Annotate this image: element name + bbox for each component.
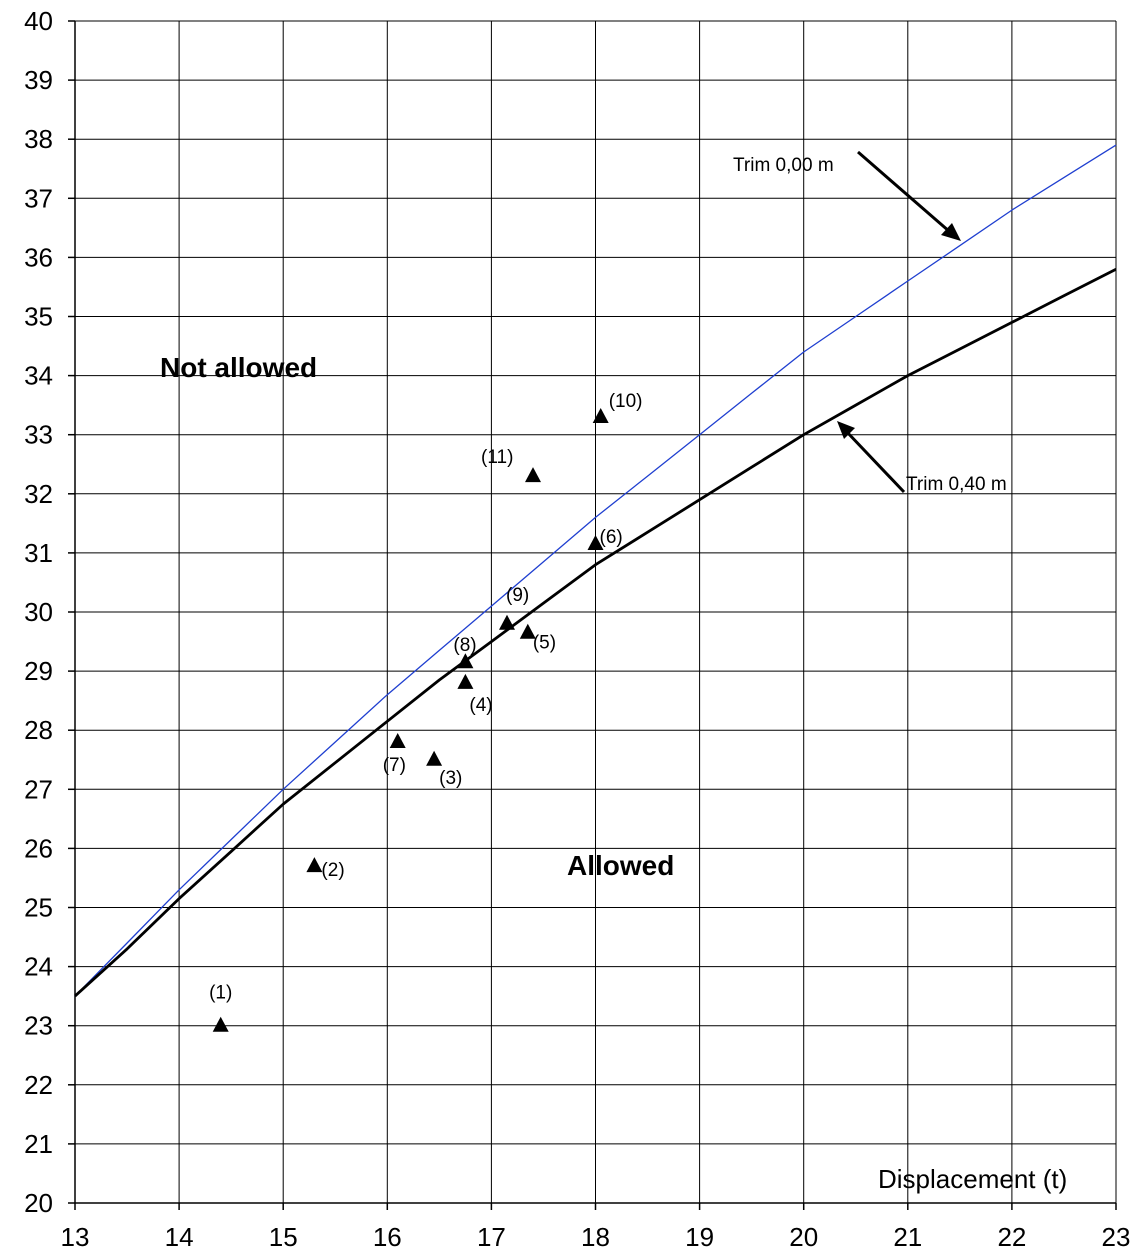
data-point-label-5: (5) — [533, 633, 556, 654]
data-point-label-11: (11) — [481, 447, 513, 468]
y-tick-label-34: 34 — [24, 361, 53, 391]
data-point-9 — [499, 614, 515, 630]
data-point-label-6: (6) — [600, 527, 623, 548]
data-point-label-9: (9) — [506, 585, 529, 606]
data-point-5 — [519, 623, 536, 639]
data-point-label-1: (1) — [209, 983, 232, 1004]
x-tick-label-20: 20 — [789, 1222, 818, 1252]
data-point-2 — [306, 857, 323, 873]
arrow-trim-000-head — [941, 223, 961, 241]
data-point-label-7: (7) — [383, 755, 406, 776]
annotation-trim-040: Trim 0,40 m — [906, 474, 1007, 495]
y-tick-label-22: 22 — [24, 1070, 53, 1100]
y-tick-label-25: 25 — [24, 893, 53, 923]
y-tick-label-32: 32 — [24, 479, 53, 509]
y-tick-label-39: 39 — [24, 65, 53, 95]
data-point-label-10: (10) — [609, 391, 643, 412]
x-tick-label-15: 15 — [269, 1222, 298, 1252]
data-points: (1) (2) (3) (4) (5) (6) (7) (8) (9) (10) (11) — [209, 391, 643, 1032]
y-tick-label-40: 40 — [24, 6, 53, 36]
data-point-11 — [525, 467, 541, 483]
x-tick-label-14: 14 — [165, 1222, 194, 1252]
x-tick-label-17: 17 — [477, 1222, 506, 1252]
y-tick-label-24: 24 — [24, 952, 53, 982]
y-tick-label-20: 20 — [24, 1188, 53, 1218]
y-tick-label-38: 38 — [24, 124, 53, 154]
series-line-trim-000 — [74, 144, 1117, 997]
arrow-trim-000-shaft — [857, 150, 951, 234]
x-tick-label-23: 23 — [1102, 1222, 1131, 1252]
arrow-trim-040-head — [837, 421, 855, 439]
y-tick-label-21: 21 — [24, 1129, 53, 1159]
x-axis-title: Displacement (t) — [878, 1164, 1067, 1194]
x-tick-label-19: 19 — [685, 1222, 714, 1252]
x-tick-label-13: 13 — [61, 1222, 90, 1252]
series-line-trim-040 — [74, 267, 1117, 998]
y-tick-label-26: 26 — [24, 833, 53, 863]
arrow-trim-040-shaft — [844, 429, 906, 494]
x-tick-label-16: 16 — [373, 1222, 402, 1252]
tick-labels: 13 14 15 16 17 18 19 20 21 22 23 20 21 22 23 24 25 26 27 28… — [24, 6, 1130, 1252]
y-tick-label-37: 37 — [24, 183, 53, 213]
y-tick-label-35: 35 — [24, 302, 53, 332]
data-point-8 — [457, 653, 474, 669]
data-point-10 — [592, 408, 609, 423]
region-allowed-label: Allowed — [567, 850, 674, 881]
region-not-allowed-label: Not allowed — [160, 352, 317, 383]
series-lines — [74, 144, 1117, 998]
x-tick-label-18: 18 — [581, 1222, 610, 1252]
y-tick-label-33: 33 — [24, 420, 53, 450]
data-point-1 — [212, 1016, 229, 1032]
data-point-label-2: (2) — [321, 860, 344, 881]
y-tick-label-30: 30 — [24, 597, 53, 627]
x-tick-label-21: 21 — [893, 1222, 922, 1252]
y-tick-label-31: 31 — [24, 538, 53, 568]
grid — [68, 20, 1117, 1210]
data-point-3 — [426, 750, 443, 766]
data-point-7 — [389, 733, 406, 748]
x-tick-label-22: 22 — [997, 1222, 1026, 1252]
data-point-4 — [457, 673, 474, 689]
y-tick-label-29: 29 — [24, 656, 53, 686]
y-tick-label-27: 27 — [24, 774, 53, 804]
annotation-trim-000: Trim 0,00 m — [733, 155, 834, 176]
data-point-label-3: (3) — [439, 768, 462, 789]
data-point-6 — [587, 535, 604, 550]
y-tick-label-28: 28 — [24, 715, 53, 745]
y-tick-label-23: 23 — [24, 1011, 53, 1041]
data-point-label-8: (8) — [453, 635, 476, 656]
data-point-label-4: (4) — [469, 695, 492, 716]
y-tick-label-36: 36 — [24, 242, 53, 272]
